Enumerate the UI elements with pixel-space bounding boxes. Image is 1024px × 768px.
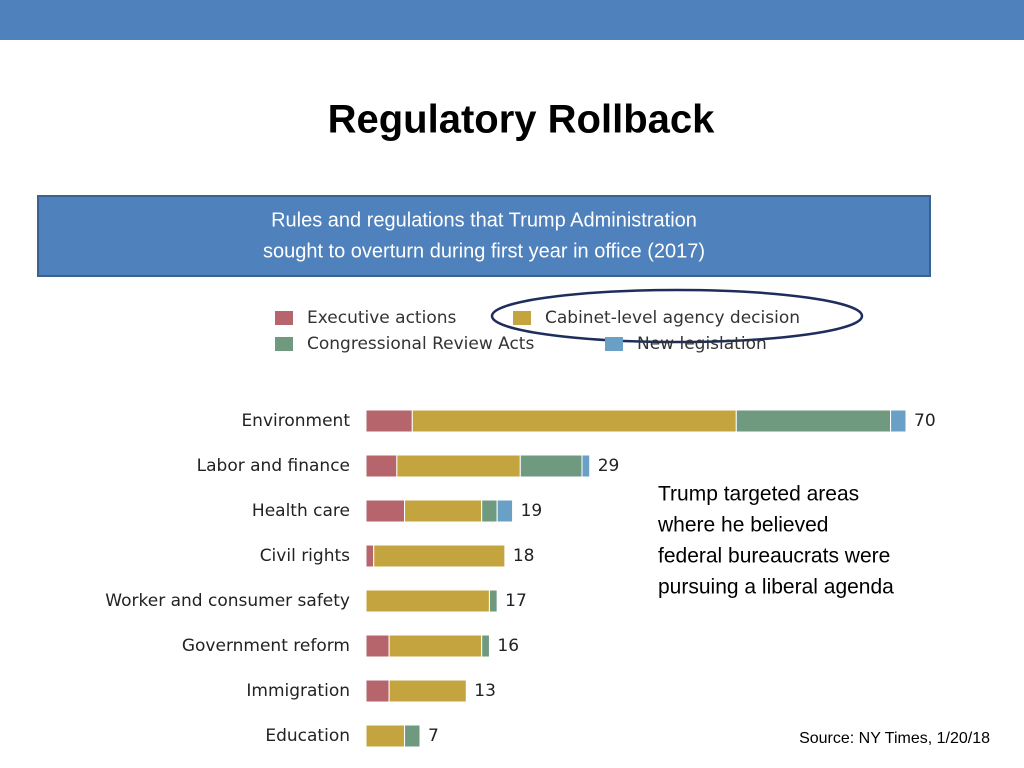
annotation-line: pursuing a liberal agenda (658, 576, 894, 599)
annotation-line: where he believed (657, 514, 828, 537)
category-label: Environment (241, 411, 350, 431)
total-label: 16 (497, 636, 519, 656)
bar-segment (365, 679, 390, 703)
category-label: Immigration (246, 681, 350, 701)
bar-segment (365, 724, 406, 748)
bar-segment (411, 409, 737, 433)
legend-label: New legislation (637, 334, 767, 354)
slide-title: Regulatory Rollback (328, 98, 716, 142)
category-label: Civil rights (260, 546, 350, 566)
legend-label: Executive actions (307, 308, 456, 328)
bar-segment (735, 409, 892, 433)
total-label: 19 (521, 501, 543, 521)
total-label: 70 (914, 411, 936, 431)
bar-segment (373, 544, 506, 568)
category-label: Labor and finance (197, 456, 350, 476)
annotation-line: Trump targeted areas (658, 483, 859, 506)
bar-segment (481, 634, 490, 658)
bar-segment (496, 499, 514, 523)
top-band (0, 0, 1024, 40)
bar-segment (365, 499, 406, 523)
legend-swatch (513, 311, 531, 325)
category-label: Government reform (182, 636, 350, 656)
category-label: Health care (252, 501, 350, 521)
bar-segment (404, 499, 483, 523)
bar-segment (890, 409, 907, 433)
subtitle-line: sought to overturn during first year in … (263, 240, 705, 262)
bar-segment (365, 409, 413, 433)
bar-segment (365, 589, 490, 613)
bar-segment (365, 454, 398, 478)
bar-segment (481, 499, 498, 523)
legend-label: Cabinet-level agency decision (545, 308, 800, 328)
bar-segment (388, 679, 467, 703)
subtitle-line: Rules and regulations that Trump Adminis… (271, 209, 697, 231)
category-label: Education (265, 726, 350, 746)
subtitle-box (37, 195, 931, 277)
bar-segment (404, 724, 421, 748)
legend-swatch (275, 311, 293, 325)
annotation-line: federal bureaucrats were (658, 545, 890, 568)
total-label: 29 (598, 456, 620, 476)
total-label: 17 (505, 591, 527, 611)
bar-segment (396, 454, 521, 478)
category-label: Worker and consumer safety (105, 591, 350, 611)
legend-swatch (275, 337, 293, 351)
total-label: 13 (474, 681, 496, 701)
bar-segment (519, 454, 583, 478)
source: Source: NY Times, 1/20/18 (799, 730, 990, 747)
total-label: 18 (513, 546, 535, 566)
bar-segment (365, 544, 375, 568)
bar-segment (388, 634, 483, 658)
bar-segment (488, 589, 498, 613)
bar-segment (365, 634, 390, 658)
legend-label: Congressional Review Acts (307, 334, 534, 354)
legend-swatch (605, 337, 623, 351)
highlight-ellipse (490, 288, 864, 344)
bar-segment (581, 454, 591, 478)
total-label: 7 (428, 726, 439, 746)
